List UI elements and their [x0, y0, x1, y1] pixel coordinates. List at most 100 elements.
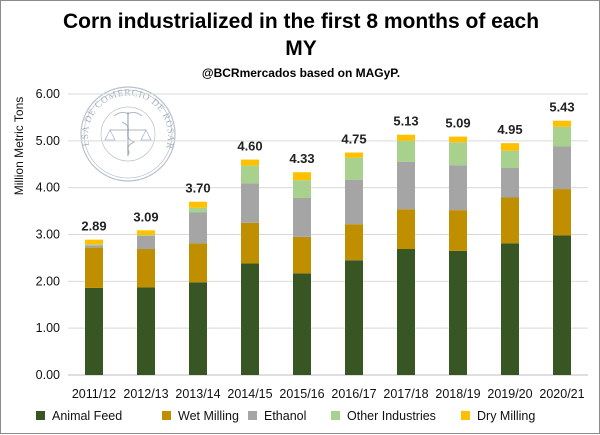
seal-inner-ring: [83, 89, 173, 179]
x-tick-label: 2018/19: [435, 387, 480, 401]
bar-segment-other-industries: [241, 165, 259, 184]
seal-outer-ring: [80, 86, 176, 182]
legend-item: Dry Milling: [461, 409, 535, 423]
bar-segment-wet-milling: [553, 189, 571, 236]
total-label: 5.13: [393, 114, 418, 129]
total-label: 3.09: [133, 209, 158, 224]
bar-segment-dry-milling: [449, 136, 467, 143]
bar-segment-other-industries: [397, 140, 415, 162]
bar-segment-other-industries: [137, 234, 155, 236]
bar-segment-other-industries: [85, 244, 103, 246]
total-label: 2.89: [81, 219, 106, 234]
legend-swatch: [461, 411, 470, 420]
y-tick-label: 5.00: [36, 134, 60, 148]
legend-item: Other Industries: [331, 409, 436, 423]
bar-segment-wet-milling: [137, 249, 155, 288]
bar-segment-animal-feed: [293, 273, 311, 375]
bar-segment-ethanol: [397, 161, 415, 210]
bar-segment-wet-milling: [397, 209, 415, 250]
bar-segment-other-industries: [449, 142, 467, 166]
bar-segment-dry-milling: [345, 152, 363, 158]
legend-swatch: [248, 411, 257, 420]
bar-segment-animal-feed: [137, 287, 155, 375]
legend-item: Ethanol: [248, 409, 306, 423]
legend-swatch: [36, 411, 45, 420]
legend-label: Wet Milling: [178, 409, 239, 423]
bar-segment-wet-milling: [189, 243, 207, 283]
total-label: 4.60: [237, 139, 262, 154]
chart-subtitle: @BCRmercados based on MAGyP.: [202, 66, 400, 80]
legend-label: Other Industries: [347, 409, 436, 423]
y-tick-label: 1.00: [36, 321, 60, 335]
seal-scale-pan-left: [104, 129, 116, 141]
y-tick-label: 4.00: [36, 181, 60, 195]
y-tick-label: 0.00: [36, 368, 60, 382]
bar-segment-other-industries: [293, 180, 311, 198]
chart-title-line-2: MY: [285, 37, 317, 60]
bar-segment-other-industries: [189, 207, 207, 213]
y-tick-label: 3.00: [36, 228, 60, 242]
bar-segment-dry-milling: [241, 159, 259, 166]
bar-segment-ethanol: [137, 235, 155, 250]
y-tick-label: 6.00: [36, 87, 60, 101]
bar-segment-dry-milling: [137, 230, 155, 235]
bar-segment-wet-milling: [293, 236, 311, 274]
chart-title-line-1: Corn industrialized in the first 8 month…: [63, 10, 539, 33]
bar-segment-dry-milling: [553, 120, 571, 127]
legend-label: Dry Milling: [477, 409, 535, 423]
bar-segment-dry-milling: [85, 239, 103, 245]
bar-segment-other-industries: [553, 126, 571, 147]
seal-center-ring: [100, 106, 156, 162]
total-label: 4.33: [289, 151, 314, 166]
bar-segment-wet-milling: [449, 210, 467, 251]
bar-segment-animal-feed: [85, 287, 103, 375]
bar-segment-dry-milling: [189, 201, 207, 208]
bar-segment-animal-feed: [345, 260, 363, 375]
bar-segment-animal-feed: [501, 243, 519, 375]
seal-wings: [113, 111, 143, 117]
x-tick-label: 2019/20: [487, 387, 532, 401]
seal-serpent: [121, 121, 136, 155]
x-axis-ticks: 2011/12 2012/13 2013/14 2014/15 2015/16 2016/…: [72, 387, 585, 401]
bar-segment-ethanol: [553, 146, 571, 190]
bar-segment-ethanol: [345, 179, 363, 225]
bar-segment-ethanol: [293, 197, 311, 237]
bar-segment-ethanol: [501, 167, 519, 198]
bar-segment-dry-milling: [501, 143, 519, 151]
x-tick-label: 2013/14: [175, 387, 220, 401]
bar-segment-dry-milling: [397, 134, 415, 141]
total-label: 3.70: [185, 181, 210, 196]
x-tick-label: 2011/12: [72, 387, 116, 401]
bar-segment-wet-milling: [501, 197, 519, 244]
x-tick-label: 2016/17: [331, 387, 376, 401]
legend-swatch: [331, 411, 340, 420]
total-labels: 2.89 3.09 3.70 4.60 4.33 4.75 5.13 5.09 4.95 5.43: [81, 100, 574, 234]
bar-segment-animal-feed: [397, 249, 415, 375]
total-label: 4.95: [497, 122, 522, 137]
bar-segment-ethanol: [241, 183, 259, 223]
bar-segment-ethanol: [85, 245, 103, 248]
y-axis-label: Million Metric Tons: [12, 97, 26, 195]
bar-segment-animal-feed: [449, 250, 467, 375]
bars: [85, 120, 571, 375]
legend-item: Wet Milling: [162, 409, 239, 423]
legend-swatch: [162, 411, 171, 420]
legend-label: Animal Feed: [52, 409, 122, 423]
seal-scale-pan-right: [140, 129, 152, 141]
bar-segment-animal-feed: [553, 235, 571, 375]
bar-segment-animal-feed: [241, 263, 259, 375]
total-label: 4.75: [341, 132, 366, 147]
y-axis-ticks: 0.00 1.00 2.00 3.00 4.00 5.00 6.00: [36, 87, 60, 382]
x-tick-label: 2014/15: [227, 387, 272, 401]
x-tick-label: 2020/21: [539, 387, 584, 401]
bar-segment-animal-feed: [189, 282, 207, 375]
bar-segment-wet-milling: [241, 222, 259, 264]
legend-item: Animal Feed: [36, 409, 122, 423]
bar-segment-ethanol: [449, 165, 467, 211]
total-label: 5.43: [549, 100, 574, 115]
bar-segment-wet-milling: [345, 224, 363, 261]
bar-segment-other-industries: [345, 157, 363, 180]
total-label: 5.09: [445, 116, 470, 131]
